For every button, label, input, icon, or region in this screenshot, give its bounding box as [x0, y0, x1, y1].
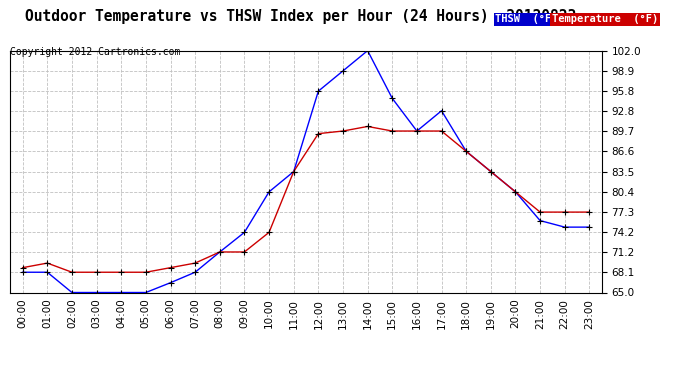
Text: THSW  (°F): THSW (°F) [495, 14, 558, 24]
Text: Copyright 2012 Cartronics.com: Copyright 2012 Cartronics.com [10, 47, 181, 57]
Text: Outdoor Temperature vs THSW Index per Hour (24 Hours)  20120823: Outdoor Temperature vs THSW Index per Ho… [25, 9, 575, 24]
Text: Temperature  (°F): Temperature (°F) [552, 14, 658, 24]
